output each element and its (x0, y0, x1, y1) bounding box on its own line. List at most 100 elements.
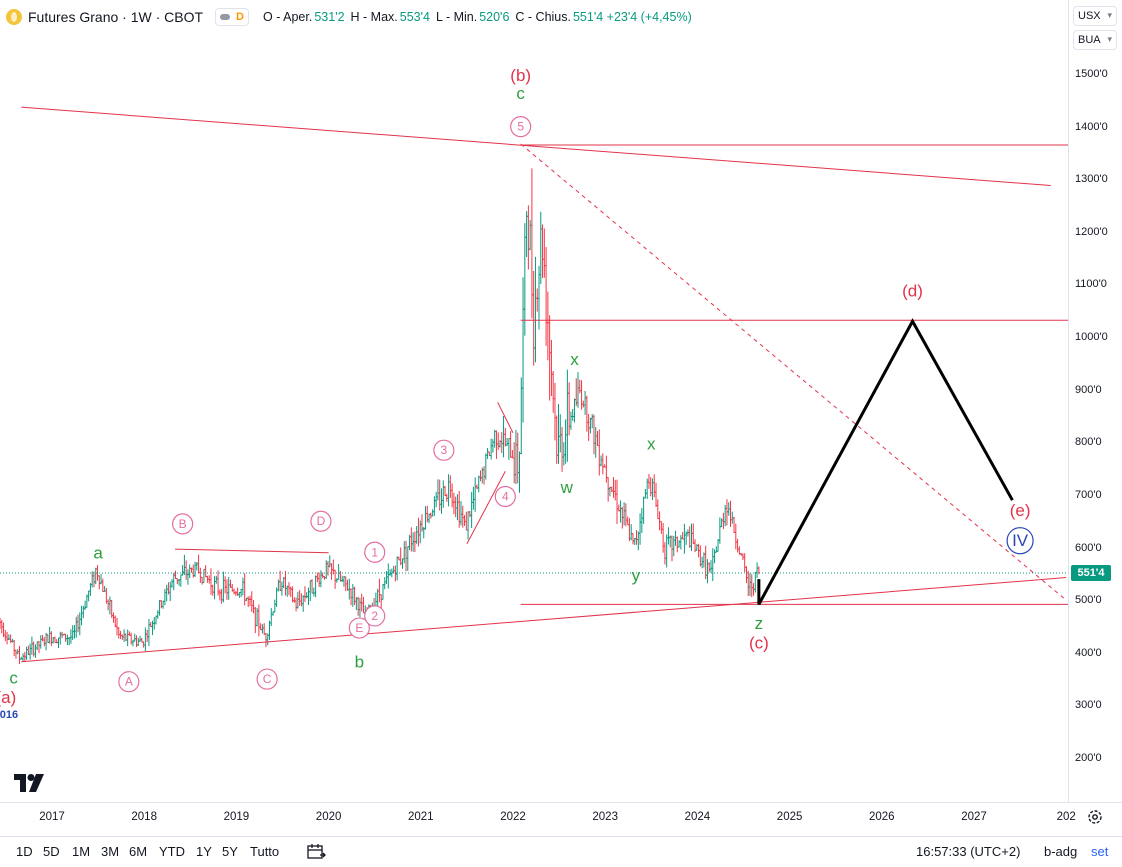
clock-timezone[interactable]: 16:57:33 (UTC+2) (916, 844, 1021, 859)
unit-select[interactable]: BUA ▾ (1073, 30, 1117, 50)
ohlc-open-key: O - Aper. (263, 10, 313, 24)
wave-label: 3 (441, 443, 448, 457)
drawings[interactable] (21, 106, 1068, 663)
wave-label: (c) (749, 633, 769, 652)
price-label: 1100'0 (1075, 278, 1107, 291)
price-label: 800'0 (1075, 436, 1102, 449)
year-label: 2018 (131, 811, 157, 823)
wave-label: 2 (371, 609, 378, 623)
wave-label: 5 (517, 120, 524, 134)
wave-label: C (263, 672, 272, 686)
chevron-down-icon: ▾ (1107, 10, 1112, 20)
wave-label: 1 (371, 545, 378, 559)
year-label: 2020 (315, 811, 342, 823)
projection-path[interactable] (757, 318, 1014, 606)
trendline[interactable] (174, 548, 329, 554)
chevron-down-icon: ▾ (1107, 34, 1112, 44)
price-label: 500'0 (1075, 594, 1102, 607)
range-1d-button[interactable]: 1D (16, 844, 33, 859)
price-label: 1000'0 (1075, 331, 1108, 344)
year-label: 2026 (869, 811, 895, 823)
wave-circle (364, 605, 386, 627)
year-label: 2021 (408, 811, 434, 823)
wave-circle (510, 116, 532, 138)
trendline[interactable] (21, 577, 1067, 663)
chart-area[interactable]: (a)2016caABCDbE1234(b)c5xwxyz(c)(d)(e)IV… (0, 0, 1068, 802)
wave-label: B (179, 517, 187, 531)
price-label: 600'0 (1075, 541, 1102, 554)
year-label: 2024 (684, 811, 711, 823)
delayed-badge: D (236, 11, 244, 23)
price-label: 1500'0 (1075, 68, 1108, 80)
wave-label: (d) (902, 281, 923, 300)
wave-label: A (125, 675, 133, 689)
year-label: 2023 (592, 811, 618, 823)
ohlc-close-value: 551'4 +23'4 (+4,45%) (572, 10, 692, 24)
dashed-trendline[interactable] (520, 143, 1067, 601)
year-label: 202 (1056, 811, 1076, 823)
price-label: 700'0 (1075, 488, 1102, 501)
wave-label: y (632, 566, 641, 585)
range-ytd-button[interactable]: YTD (159, 844, 185, 859)
ohlc-low-key: L - Min. (435, 10, 478, 24)
wave-circle (348, 617, 370, 639)
year-label: 2025 (776, 811, 803, 823)
wave-label: c (9, 669, 18, 688)
wave-label: 2016 (0, 709, 18, 721)
wave-label: 4 (502, 490, 509, 504)
unit-value: BUA (1078, 34, 1101, 46)
price-label: 400'0 (1075, 646, 1102, 659)
price-axis[interactable]: USX ▾ BUA ▾ 1500'0 1400'0 1300'0 1200'0 1100'0… (1068, 0, 1122, 802)
wave-label: (e) (1010, 501, 1031, 520)
ohlc-high-value: 553'4 (399, 10, 430, 24)
wave-label: D (317, 514, 326, 528)
trendline[interactable] (466, 471, 506, 545)
year-label: 2019 (223, 811, 250, 823)
wave-circle (310, 510, 332, 532)
currency-select[interactable]: USX ▾ (1073, 6, 1117, 26)
price-label: 300'0 (1075, 699, 1102, 712)
trendline[interactable] (497, 402, 514, 434)
currency-value: USX (1078, 10, 1101, 22)
trendline[interactable] (21, 106, 1051, 187)
symbol-title[interactable]: Futures Grano · 1W · CBOT (28, 9, 204, 25)
gear-icon[interactable] (1086, 808, 1104, 826)
wave-label: w (560, 478, 574, 497)
range-3m-button[interactable]: 3M (101, 844, 120, 859)
ohlc-high-key: H - Max. (350, 10, 398, 24)
settlement-toggle[interactable]: set (1091, 844, 1109, 859)
wave-label: a (93, 543, 103, 562)
date-range-icon[interactable] (305, 843, 327, 861)
wave-circle (433, 439, 455, 461)
wave-circle (256, 668, 278, 690)
year-label: 2017 (39, 811, 65, 823)
price-label: 900'0 (1075, 383, 1102, 396)
adjustment-toggle[interactable]: b-adg (1044, 844, 1078, 859)
wave-circle (364, 541, 386, 563)
wave-label: x (647, 434, 656, 453)
tradingview-logo-icon[interactable] (14, 774, 44, 792)
range-1y-button[interactable]: 1Y (196, 844, 212, 859)
symbol-logo-icon (6, 9, 22, 25)
ohlc-low-value: 520'6 (479, 10, 510, 24)
ohlc-close-key: C - Chius. (515, 10, 571, 24)
range-5y-button[interactable]: 5Y (222, 844, 238, 859)
range-all-button[interactable]: Tutto (250, 844, 280, 859)
candles (0, 168, 761, 665)
eye-dot-icon[interactable] (220, 14, 231, 20)
visibility-toggle[interactable]: D (215, 8, 249, 26)
year-label: 2022 (500, 811, 526, 823)
price-label: 1400'0 (1075, 120, 1108, 133)
wave-label: E (355, 621, 363, 635)
range-6m-button[interactable]: 6M (129, 844, 148, 859)
price-label: 1200'0 (1075, 225, 1108, 238)
chart-header: Futures Grano · 1W · CBOT D O - Aper. 53… (6, 6, 698, 28)
wave-circle (172, 513, 194, 535)
price-label: 200'0 (1075, 752, 1102, 764)
range-1m-button[interactable]: 1M (72, 844, 91, 859)
time-axis[interactable]: 2017 2018 2019 2020 2021 2022 2023 2024 2025 2026… (0, 802, 1122, 831)
range-5d-button[interactable]: 5D (43, 844, 60, 859)
wave-label: b (355, 653, 364, 672)
wave-label: (b) (510, 66, 531, 85)
